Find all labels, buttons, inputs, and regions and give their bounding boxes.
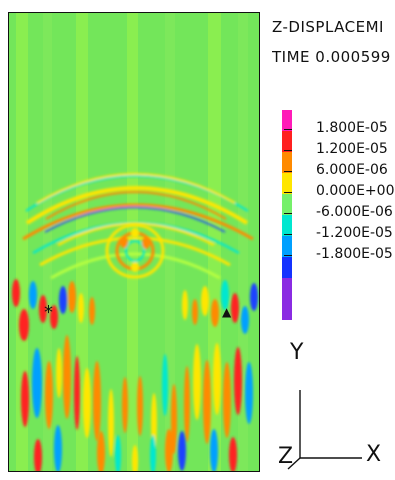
center-source <box>105 223 165 279</box>
legend-label: 1.800E-05 <box>316 120 388 136</box>
legend-row: -6.000E-06 <box>284 204 395 225</box>
right-wave-bands <box>182 280 258 444</box>
legend-label: 1.200E-05 <box>316 141 388 157</box>
legend-tick <box>284 213 292 214</box>
legend-row: 1.800E-05 <box>284 120 395 141</box>
legend-tick <box>284 150 292 151</box>
z-axis-line <box>287 457 301 470</box>
legend-color-step-10 <box>282 299 292 320</box>
legend-color-step-4 <box>282 173 292 194</box>
legend-row: 6.000E-06 <box>284 162 395 183</box>
color-legend-bar <box>282 110 292 320</box>
displacement-plot: * ▲ <box>8 12 260 472</box>
displacement-field-svg: * ▲ <box>9 13 259 471</box>
legend-color-step-5 <box>282 194 292 215</box>
legend-row: -1.200E-05 <box>284 225 395 246</box>
legend-row: 1.200E-05 <box>284 141 395 162</box>
legend-tick <box>284 234 292 235</box>
time-title: TIME 0.000599 <box>272 48 391 66</box>
color-legend-labels: 1.800E-05 1.200E-05 6.000E-06 0.000E+00 … <box>284 120 395 267</box>
legend-label: -1.800E-05 <box>316 246 393 262</box>
legend-tick <box>284 192 292 193</box>
legend-tick <box>284 171 292 172</box>
quantity-title: Z-DISPLACEMI <box>272 18 384 36</box>
y-axis-label: Y <box>290 340 304 365</box>
legend-row: 0.000E+00 <box>284 183 395 204</box>
coordinate-axes: Y X Z <box>270 340 395 475</box>
legend-color-step-6 <box>282 215 292 236</box>
legend-color-step-7 <box>282 236 292 257</box>
legend-color-step-8 <box>282 257 292 278</box>
legend-label: 0.000E+00 <box>316 183 395 199</box>
right-receiver-marker: ▲ <box>222 305 232 319</box>
legend-label: -6.000E-06 <box>316 204 393 220</box>
legend-color-step-2 <box>282 131 292 152</box>
legend-color-step-1 <box>282 110 292 131</box>
legend-color-step-9 <box>282 278 292 299</box>
legend-tick <box>284 255 292 256</box>
legend-color-step-3 <box>282 152 292 173</box>
lower-wave-streaks <box>34 354 237 471</box>
x-axis-label: X <box>366 442 382 467</box>
axes-svg <box>287 390 362 470</box>
left-receiver-marker: * <box>44 302 53 323</box>
upper-wave-front <box>22 173 254 280</box>
legend-label: -1.200E-05 <box>316 225 393 241</box>
z-axis-label: Z <box>278 444 294 469</box>
left-wave-bands <box>12 279 101 441</box>
legend-label: 6.000E-06 <box>316 162 388 178</box>
legend-tick <box>284 129 292 130</box>
legend-row: -1.800E-05 <box>284 246 395 267</box>
